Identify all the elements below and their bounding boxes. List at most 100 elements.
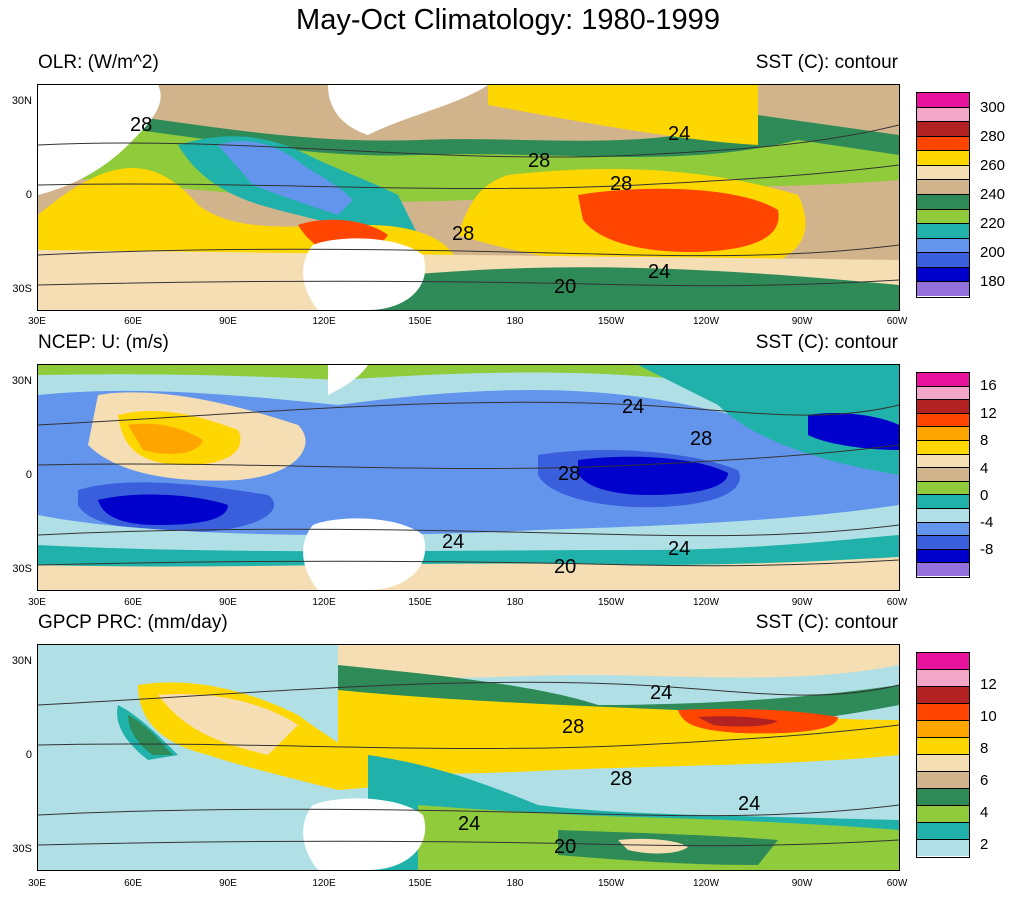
colorbar-swatch [917, 805, 969, 823]
colorbar-swatch [917, 180, 969, 195]
p3-lon-label: 60W [886, 878, 908, 889]
panel2-map: 24 28 28 24 24 20 [37, 364, 900, 591]
colorbar-swatch [917, 282, 969, 296]
colorbar-swatch [917, 495, 969, 509]
p3-lon-label: 120W [692, 878, 720, 889]
colorbar-swatch [917, 122, 969, 137]
p1-lat-label: 0 [25, 189, 32, 201]
colorbar-swatch [917, 720, 969, 738]
p1-lon-label: 90W [791, 316, 813, 327]
p2-colorbar-label: 4 [980, 460, 989, 477]
p1-lon-label: 60W [886, 316, 908, 327]
colorbar-swatch [917, 653, 969, 670]
p1-colorbar-label: 200 [980, 244, 1006, 261]
colorbar-swatch [917, 549, 969, 564]
colorbar-swatch [917, 454, 969, 469]
colorbar-swatch [917, 373, 969, 387]
p2-contour-label: 24 [622, 396, 644, 418]
panel3-colorbar [916, 652, 970, 858]
p2-lon-label: 150W [597, 597, 625, 608]
p1-contour-label: 28 [130, 114, 152, 136]
colorbar-swatch [917, 468, 969, 482]
colorbar-swatch [917, 209, 969, 225]
panel3-left-title: GPCP PRC: (mm/day) [38, 612, 228, 633]
p1-colorbar-label: 280 [980, 128, 1006, 145]
p1-contour-label: 28 [610, 173, 632, 195]
p2-lat-label: 30S [12, 563, 32, 575]
p3-lon-label: 120E [312, 878, 336, 889]
p3-contour-label: 28 [610, 768, 632, 790]
p1-lat-label: 30S [12, 283, 32, 295]
panel2-colorbar [916, 372, 970, 578]
colorbar-swatch [917, 788, 969, 806]
colorbar-swatch [917, 737, 969, 755]
figure-title: May-Oct Climatology: 1980-1999 [296, 4, 720, 36]
p3-lon-label: 90W [791, 878, 813, 889]
p3-lat-label: 0 [25, 749, 32, 761]
p1-lon-label: 120W [692, 316, 720, 327]
p2-contour-label: 24 [442, 531, 464, 553]
p2-lon-label: 150E [408, 597, 432, 608]
colorbar-swatch [917, 440, 969, 455]
colorbar-swatch [917, 93, 969, 108]
p1-contour-label: 20 [554, 276, 576, 298]
panel2-left-title: NCEP: U: (m/s) [38, 332, 169, 353]
colorbar-swatch [917, 481, 969, 496]
colorbar-swatch [917, 822, 969, 840]
p2-colorbar-label: 0 [980, 487, 989, 504]
panel2-right-title: SST (C): contour [755, 332, 898, 353]
p3-colorbar-label: 12 [980, 676, 997, 693]
colorbar-swatch [917, 522, 969, 537]
p1-lon-label: 30E [28, 316, 46, 327]
p2-lat-label: 0 [25, 469, 32, 481]
p2-colorbar-label: -4 [980, 514, 994, 531]
p2-lon-label: 120W [692, 597, 720, 608]
p3-contour-label: 28 [562, 716, 584, 738]
panel1-right-title: SST (C): contour [755, 52, 898, 73]
p3-lon-label: 90E [219, 878, 237, 889]
colorbar-swatch [917, 165, 969, 181]
p1-contour-label: 28 [452, 223, 474, 245]
p1-colorbar-label: 260 [980, 157, 1006, 174]
colorbar-swatch [917, 194, 969, 210]
colorbar-swatch [917, 754, 969, 772]
p3-contour-label: 20 [554, 836, 576, 858]
p2-contour-label: 24 [668, 538, 690, 560]
p2-colorbar-label: 12 [980, 405, 997, 422]
p2-lon-label: 180 [506, 597, 524, 608]
p1-lon-label: 150W [597, 316, 625, 327]
colorbar-swatch [917, 151, 969, 166]
p3-lat-label: 30N [11, 655, 32, 667]
panel3-map: 24 28 28 24 24 20 [37, 644, 900, 871]
p2-colorbar-label: 16 [980, 377, 997, 394]
colorbar-swatch [917, 563, 969, 576]
p1-colorbar-label: 180 [980, 273, 1006, 290]
p1-contour-label: 28 [528, 150, 550, 172]
p3-contour-label: 24 [458, 813, 480, 835]
p3-lon-label: 30E [28, 878, 46, 889]
p2-colorbar-label: 8 [980, 432, 989, 449]
panel3-right-title: SST (C): contour [755, 612, 898, 633]
panel1-map: 28 28 28 28 24 24 20 [37, 84, 900, 311]
p2-contour-label: 28 [690, 428, 712, 450]
p2-lon-label: 60W [886, 597, 908, 608]
p1-lon-label: 180 [506, 316, 524, 327]
p1-lon-label: 60E [124, 316, 142, 327]
p2-lat-label: 30N [11, 375, 32, 387]
p1-lon-label: 120E [312, 316, 336, 327]
p3-lon-label: 60E [124, 878, 142, 889]
colorbar-swatch [917, 703, 969, 721]
p1-lon-label: 150E [408, 316, 432, 327]
p3-lon-label: 150E [408, 878, 432, 889]
p3-lat-label: 30S [12, 843, 32, 855]
p3-colorbar-label: 8 [980, 740, 989, 757]
p1-colorbar-label: 240 [980, 186, 1006, 203]
colorbar-swatch [917, 771, 969, 789]
p1-colorbar-label: 220 [980, 215, 1006, 232]
p3-lon-label: 180 [506, 878, 524, 889]
p3-colorbar-label: 6 [980, 772, 989, 789]
p2-colorbar-label: -8 [980, 541, 994, 558]
p1-lon-label: 90E [219, 316, 237, 327]
p1-colorbar-label: 300 [980, 99, 1006, 116]
colorbar-swatch [917, 238, 969, 254]
